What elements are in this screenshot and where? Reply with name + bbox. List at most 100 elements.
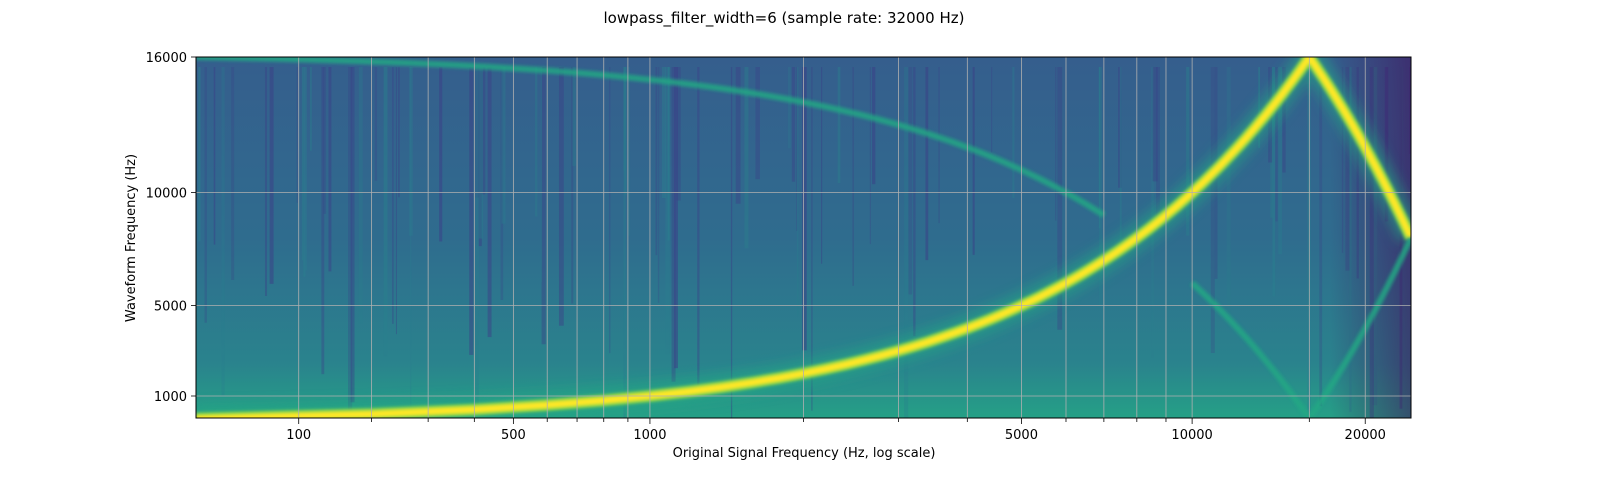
x-axis-label: Original Signal Frequency (Hz, log scale… [673,446,936,461]
striation [730,67,733,418]
grid [196,57,1411,418]
striation [305,67,307,271]
striation [972,67,975,255]
striation [657,67,660,303]
y-tick-label: 1000 [154,390,187,405]
striation [908,67,913,295]
striation [269,67,274,284]
ridge-main [196,57,1411,418]
striation [623,67,626,171]
striation [837,67,841,184]
striation [374,67,378,181]
striation [303,67,306,277]
striation [913,67,916,337]
striation [487,67,492,338]
striation [938,67,940,224]
striation [1319,67,1323,407]
y-tick-label: 10000 [146,187,187,202]
striation [1282,67,1286,173]
striation [475,67,480,198]
y-axis-label: Waveform Frequency (Hz) [124,154,139,322]
striation [624,67,627,195]
striation [350,67,355,403]
striation [744,67,749,249]
striation [655,67,658,256]
striation [872,67,876,185]
striation [231,67,235,280]
striation [392,67,394,324]
x-axis: 100 500 1000 5000 10000 20000 [286,418,1386,443]
striation [571,67,574,304]
striation [791,67,796,182]
striation [1098,67,1101,229]
chart-title: lowpass_filter_width=6 (sample rate: 320… [603,9,964,28]
plot-frame [195,56,1412,419]
striation [310,67,312,151]
striation [358,67,363,324]
plot-area [196,57,1411,418]
striation [500,67,504,300]
x-tick-label: 5000 [1005,428,1038,443]
ridge-alias-1 [196,57,1106,218]
striation [296,67,298,203]
striation [904,67,909,418]
striation [628,67,631,236]
striation [478,67,482,247]
striation [478,67,483,239]
striation [1055,67,1057,221]
striation [481,67,486,195]
striation [469,67,474,355]
ridge-alias-2 [1190,236,1411,418]
striation [697,67,700,393]
striation [383,67,388,357]
y-tick-label: 5000 [154,300,187,315]
striation [623,67,626,418]
striation [1272,67,1276,297]
striation [439,67,443,242]
striation [1119,67,1122,251]
striation [1152,67,1158,182]
striation [811,67,813,411]
striation [852,67,854,286]
striation [755,67,760,180]
striation [796,67,798,231]
striation [1270,67,1274,218]
striation [735,67,741,204]
striation [676,67,681,201]
striation [572,67,576,166]
striation [501,67,506,224]
striation [869,67,871,245]
heatmap-striations [198,67,1411,418]
striation [1275,67,1278,222]
striation [661,67,667,199]
striation [1210,67,1215,353]
striation [264,67,268,296]
striation [213,67,216,245]
striation [674,67,678,369]
striation [398,67,400,198]
striation [221,67,225,397]
striation [321,67,325,375]
striation [802,67,807,351]
striation [301,67,304,261]
striation [925,67,929,261]
striation [1186,67,1190,236]
x-tick-label: 20000 [1345,428,1386,443]
striation [1278,67,1282,255]
striation [204,67,207,323]
striation [991,67,993,153]
striation [1012,67,1015,199]
striation [1118,67,1122,188]
striation [558,67,564,326]
striation [797,67,799,317]
striation [409,67,413,236]
striation [535,67,538,217]
striation [609,67,611,354]
striation [541,67,546,345]
striation [475,67,479,414]
striation [323,67,327,214]
x-tick-label: 100 [286,428,311,443]
striation [540,67,542,283]
striation [395,67,397,335]
